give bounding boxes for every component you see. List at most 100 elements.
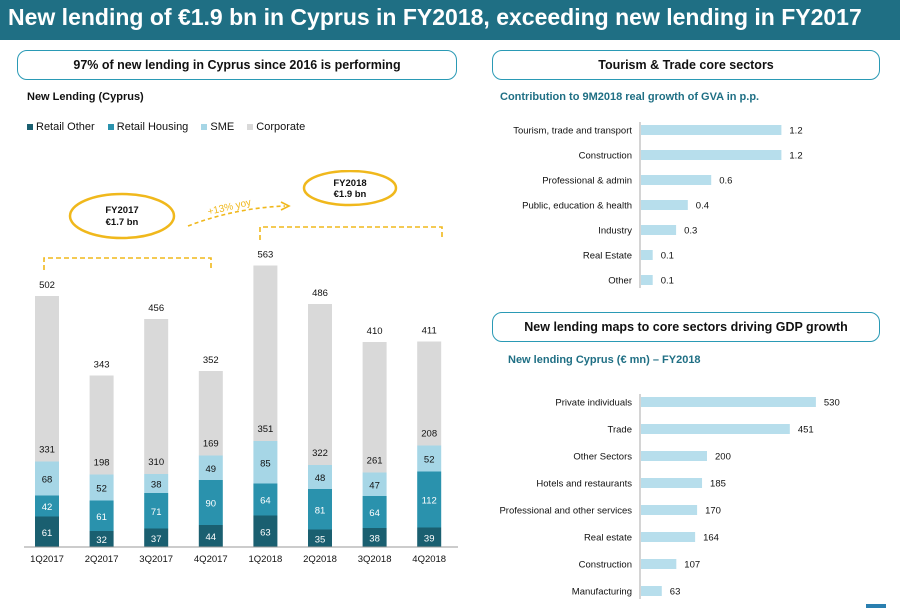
fy2018-label-line1: FY2018 bbox=[333, 178, 366, 189]
fy2017-label-line1: FY2017 bbox=[105, 205, 138, 216]
bar-total-label: 486 bbox=[312, 288, 328, 299]
category-label: Industry bbox=[598, 226, 632, 237]
segment-value-label: 61 bbox=[96, 512, 107, 523]
right-top-panel-subtitle: Contribution to 9M2018 real growth of GV… bbox=[500, 91, 760, 103]
bar-segment bbox=[144, 528, 169, 547]
segment-value-label: 351 bbox=[257, 424, 273, 435]
right-bottom-panel-title: New lending maps to core sectors driving… bbox=[492, 312, 880, 342]
category-label: Public, education & health bbox=[522, 201, 632, 212]
bar-segment bbox=[417, 471, 442, 528]
hbar bbox=[641, 532, 696, 542]
segment-value-label: 32 bbox=[96, 535, 107, 546]
bar-total-label: 352 bbox=[203, 355, 219, 366]
hbar bbox=[641, 586, 662, 596]
x-tick-label: 1Q2018 bbox=[248, 554, 282, 565]
segment-value-label: 85 bbox=[260, 458, 271, 469]
segment-value-label: 52 bbox=[96, 484, 107, 495]
value-label: 107 bbox=[684, 560, 700, 571]
bar-segment bbox=[308, 465, 332, 489]
category-label: Other bbox=[608, 276, 632, 287]
left-panel-title: 97% of new lending in Cyprus since 2016 … bbox=[17, 50, 457, 80]
corner-accent bbox=[866, 604, 886, 608]
segment-value-label: 81 bbox=[315, 505, 326, 516]
hbar bbox=[641, 424, 790, 434]
segment-value-label: 90 bbox=[206, 499, 217, 510]
value-label: 451 bbox=[798, 425, 814, 436]
bar-segment bbox=[362, 342, 387, 473]
yoy-label: +13% yoy bbox=[207, 197, 253, 218]
bar-segment bbox=[417, 527, 442, 547]
legend-retail-other: Retail Other bbox=[27, 121, 95, 133]
bar-segment bbox=[253, 441, 278, 484]
bar-total-label: 563 bbox=[257, 250, 273, 261]
hbar bbox=[641, 451, 707, 461]
value-label: 0.3 bbox=[684, 226, 697, 237]
bar-total-label: 410 bbox=[367, 326, 383, 337]
x-tick-label: 3Q2017 bbox=[139, 554, 173, 565]
bar-segment bbox=[362, 528, 387, 547]
bar-segment bbox=[89, 375, 114, 475]
category-label: Construction bbox=[579, 560, 632, 571]
bar-segment bbox=[253, 483, 278, 516]
hbar bbox=[641, 275, 653, 285]
bar-segment bbox=[362, 472, 387, 496]
bar-segment bbox=[144, 493, 169, 529]
category-label: Other Sectors bbox=[573, 452, 632, 463]
legend-corporate: Corporate bbox=[247, 121, 305, 133]
segment-value-label: 68 bbox=[42, 475, 53, 486]
x-tick-label: 1Q2017 bbox=[30, 554, 64, 565]
category-label: Real Estate bbox=[583, 251, 632, 262]
segment-value-label: 169 bbox=[203, 439, 219, 450]
value-label: 1.2 bbox=[789, 126, 802, 137]
value-label: 530 bbox=[824, 398, 840, 409]
bar-segment bbox=[144, 474, 169, 493]
segment-value-label: 37 bbox=[151, 534, 162, 545]
segment-value-label: 198 bbox=[94, 458, 110, 469]
value-label: 0.4 bbox=[696, 201, 709, 212]
bar-total-label: 411 bbox=[422, 326, 437, 337]
category-label: Trade bbox=[608, 425, 632, 436]
value-label: 0.6 bbox=[719, 176, 732, 187]
segment-value-label: 71 bbox=[151, 507, 162, 518]
bar-segment bbox=[308, 304, 332, 465]
category-label: Private individuals bbox=[555, 398, 632, 409]
hbar bbox=[641, 225, 677, 235]
category-label: Real estate bbox=[584, 533, 632, 544]
hbar bbox=[641, 397, 816, 407]
segment-value-label: 47 bbox=[369, 480, 380, 491]
segment-value-label: 331 bbox=[39, 445, 55, 456]
bar-segment bbox=[308, 529, 332, 547]
hbar bbox=[641, 250, 653, 260]
segment-value-label: 261 bbox=[367, 456, 383, 467]
category-label: Tourism, trade and transport bbox=[513, 126, 632, 137]
bar-total-label: 502 bbox=[39, 280, 55, 291]
yoy-arrow bbox=[187, 205, 286, 227]
bar-segment bbox=[253, 265, 278, 441]
segment-value-label: 64 bbox=[260, 496, 271, 507]
category-label: Professional & admin bbox=[542, 176, 632, 187]
hbar bbox=[641, 200, 688, 210]
right-bottom-panel-subtitle: New lending Cyprus (€ mn) – FY2018 bbox=[508, 354, 701, 366]
value-label: 0.1 bbox=[661, 276, 674, 287]
segment-value-label: 64 bbox=[369, 508, 380, 519]
legend-sme: SME bbox=[201, 121, 234, 133]
segment-value-label: 208 bbox=[421, 429, 437, 440]
legend-retail-housing: Retail Housing bbox=[107, 121, 188, 133]
value-label: 1.2 bbox=[789, 151, 802, 162]
hbar bbox=[641, 125, 782, 135]
fy2017-ellipse bbox=[68, 192, 176, 240]
value-label: 200 bbox=[715, 452, 731, 463]
bar-segment bbox=[89, 531, 114, 547]
new-lending-sector-chart: Private individuals 530 Trade 451 Other Sect… bbox=[499, 394, 840, 599]
category-label: Construction bbox=[579, 151, 632, 162]
segment-value-label: 52 bbox=[424, 455, 435, 466]
bar-segment bbox=[144, 319, 169, 474]
value-label: 63 bbox=[670, 587, 681, 598]
bar-segment bbox=[253, 515, 278, 547]
hbar bbox=[641, 559, 677, 569]
segment-value-label: 39 bbox=[424, 533, 435, 544]
x-tick-label: 4Q2017 bbox=[194, 554, 228, 565]
category-label: Hotels and restaurants bbox=[536, 479, 632, 490]
bar-segment bbox=[417, 445, 442, 472]
hbar bbox=[641, 505, 698, 515]
